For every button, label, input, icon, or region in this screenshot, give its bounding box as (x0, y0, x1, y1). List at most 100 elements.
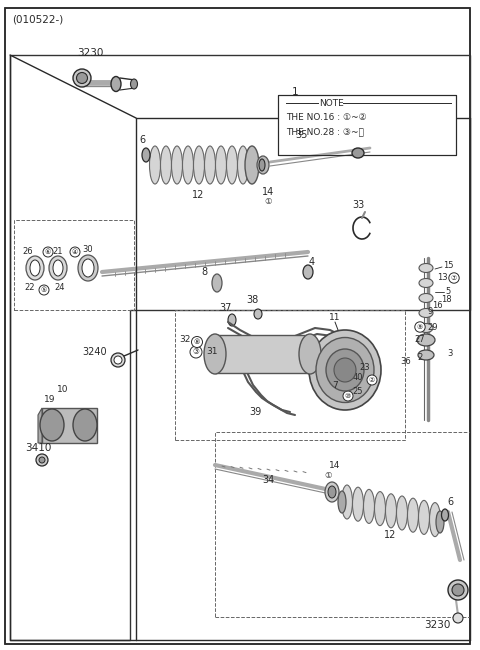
Text: 10: 10 (57, 385, 69, 395)
Ellipse shape (341, 485, 352, 519)
Ellipse shape (182, 146, 193, 184)
Ellipse shape (316, 337, 374, 402)
Ellipse shape (328, 486, 336, 498)
Text: 6: 6 (139, 135, 145, 145)
Circle shape (76, 73, 87, 83)
Text: 5: 5 (445, 287, 451, 296)
Ellipse shape (30, 260, 40, 276)
Ellipse shape (338, 491, 346, 513)
Text: ③: ③ (192, 348, 199, 356)
Bar (215, 335, 310, 373)
Text: 7: 7 (332, 380, 338, 389)
Text: 14: 14 (262, 187, 274, 197)
Ellipse shape (419, 278, 433, 287)
Ellipse shape (417, 334, 435, 346)
Ellipse shape (419, 263, 433, 272)
Ellipse shape (419, 294, 433, 302)
Ellipse shape (259, 159, 265, 171)
Ellipse shape (149, 146, 160, 184)
Text: 26: 26 (23, 248, 33, 257)
Text: 13: 13 (437, 274, 447, 283)
Text: 24: 24 (55, 283, 65, 292)
Text: (010522-): (010522-) (12, 15, 63, 25)
Circle shape (415, 322, 425, 332)
Ellipse shape (436, 511, 444, 533)
Text: ⑤: ⑤ (41, 287, 47, 293)
Bar (14, 220, 134, 310)
Ellipse shape (216, 146, 227, 184)
Circle shape (43, 247, 53, 257)
Text: 27: 27 (415, 335, 425, 345)
Circle shape (114, 356, 122, 364)
Ellipse shape (363, 489, 374, 523)
Text: 12: 12 (384, 530, 396, 540)
Ellipse shape (82, 259, 94, 277)
Ellipse shape (193, 146, 204, 184)
Circle shape (192, 337, 203, 348)
Text: 12: 12 (192, 190, 204, 200)
Ellipse shape (245, 146, 259, 184)
Text: 38: 38 (246, 295, 258, 305)
Text: 18: 18 (441, 296, 451, 304)
Ellipse shape (111, 77, 121, 92)
Ellipse shape (26, 256, 44, 280)
Text: 25: 25 (353, 387, 363, 396)
Ellipse shape (238, 146, 249, 184)
Ellipse shape (171, 146, 182, 184)
Text: NOTE: NOTE (319, 99, 343, 107)
Text: 2: 2 (418, 354, 422, 363)
Text: 36: 36 (401, 358, 411, 367)
Ellipse shape (352, 148, 364, 158)
Ellipse shape (418, 350, 434, 360)
Ellipse shape (227, 146, 238, 184)
Text: 37: 37 (219, 303, 231, 313)
Text: 34: 34 (262, 475, 274, 485)
Bar (42, 408, 97, 443)
Ellipse shape (396, 496, 408, 530)
Text: 8: 8 (201, 267, 207, 277)
Ellipse shape (442, 509, 448, 521)
Text: 1: 1 (292, 87, 298, 97)
Ellipse shape (142, 148, 150, 162)
Polygon shape (38, 408, 42, 443)
Text: 30: 30 (83, 246, 93, 255)
Ellipse shape (419, 500, 430, 534)
Text: 14: 14 (329, 462, 341, 471)
Bar (278, 95, 456, 155)
Ellipse shape (204, 334, 226, 374)
Text: 3230: 3230 (424, 620, 450, 630)
Ellipse shape (53, 260, 63, 276)
Circle shape (453, 613, 463, 623)
Circle shape (39, 285, 49, 295)
Bar (215, 432, 470, 617)
Circle shape (36, 454, 48, 466)
Text: 15: 15 (443, 261, 453, 270)
Bar (278, 95, 456, 155)
Ellipse shape (303, 265, 313, 279)
Text: 3: 3 (447, 348, 453, 358)
Ellipse shape (334, 358, 356, 382)
Text: 23: 23 (360, 363, 370, 372)
Text: 9: 9 (427, 307, 432, 317)
Text: 32: 32 (180, 335, 191, 345)
Circle shape (448, 580, 468, 600)
Circle shape (111, 353, 125, 367)
Text: 11: 11 (329, 313, 341, 322)
Text: 16: 16 (432, 300, 442, 309)
Ellipse shape (430, 502, 441, 537)
Text: 29: 29 (428, 322, 438, 332)
Text: 22: 22 (25, 283, 35, 292)
Circle shape (452, 584, 464, 596)
Text: ⑧: ⑧ (194, 339, 200, 345)
Ellipse shape (40, 409, 64, 441)
Text: 3410: 3410 (25, 443, 51, 453)
Ellipse shape (352, 488, 363, 521)
Text: ②: ② (369, 377, 375, 383)
Text: 39: 39 (249, 407, 261, 417)
Text: 35: 35 (296, 130, 308, 140)
Text: ⑥: ⑥ (45, 249, 51, 255)
Text: ④: ④ (72, 249, 78, 255)
Text: ①: ① (264, 198, 272, 207)
Circle shape (39, 457, 45, 463)
Text: 31: 31 (206, 348, 218, 356)
